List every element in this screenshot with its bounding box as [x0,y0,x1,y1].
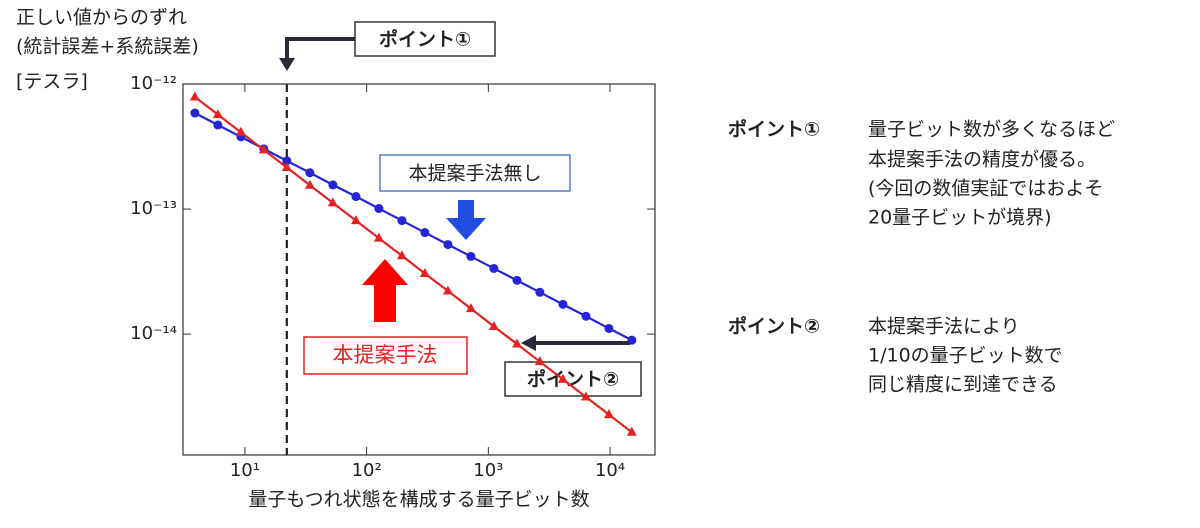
x-tick-label: 10¹ [230,460,260,481]
x-label: 量子もつれ状態を構成する量子ビット数 [248,489,589,511]
marker [604,323,614,333]
y-tick-label: 10⁻¹⁴ [130,323,177,344]
x-tick-label: 10² [352,460,382,481]
marker [190,108,200,118]
note-line: 同じ精度に到達できる [868,374,1058,396]
marker [282,156,292,166]
marker [465,303,476,313]
marker [534,356,545,366]
marker [626,426,637,436]
note-line: 本提案手法により [868,316,1020,338]
marker [351,192,361,202]
marker [281,161,292,171]
note-line: 本提案手法の精度が優る。 [868,149,1096,171]
annotation: ポイント② [527,368,619,391]
arrow [446,200,486,240]
series-label: 本提案手法無し [408,163,541,185]
marker [557,373,568,383]
arrow [362,259,408,322]
series-label-box [303,336,468,375]
arrow [285,37,355,60]
marker [442,285,453,295]
marker [328,180,338,190]
marker [512,338,523,348]
x-tick-label: 10³ [473,460,503,481]
note-line: 量子ビット数が多くなるほど [868,119,1115,141]
marker [420,228,430,238]
annotation-box [504,361,642,397]
marker [189,91,200,101]
marker [374,204,384,214]
y-tick-label: 10⁻¹³ [130,198,177,219]
arrow-head [279,58,295,71]
series-label-box [379,154,571,192]
marker [235,126,246,136]
marker [212,109,223,119]
marker [489,263,499,273]
marker [327,197,338,207]
marker [305,168,315,178]
marker [397,216,407,226]
marker [466,251,476,261]
marker [535,287,545,297]
marker [419,268,430,278]
y-label: [テスラ] [16,71,88,93]
marker [627,335,637,345]
marker [373,232,384,242]
marker [488,321,499,331]
series-label: 本提案手法 [333,343,438,367]
marker [558,299,568,309]
marker [304,179,315,189]
marker [258,144,269,154]
marker [580,391,591,401]
note-label: ポイント① [728,118,820,141]
note-label: ポイント② [728,315,820,338]
note-line: 1/10の量子ビット数で [868,345,1063,367]
marker [396,250,407,260]
marker [443,240,453,250]
marker [603,409,614,419]
y-tick-label: 10⁻¹² [130,73,177,94]
marker [581,311,591,321]
arrow-head [521,335,536,351]
note-line: (今回の数値実証ではおよそ [868,178,1103,200]
marker [350,215,361,225]
marker [512,275,522,285]
marker [213,120,223,130]
annotation-box [354,21,496,57]
x-tick-label: 10⁴ [595,460,625,481]
annotation: ポイント① [379,28,471,51]
y-label: 正しい値からのずれ [16,7,187,29]
plot-frame [182,83,656,456]
y-label: (統計誤差+系統誤差) [16,36,199,58]
note-line: 20量子ビットが境界) [868,207,1052,229]
